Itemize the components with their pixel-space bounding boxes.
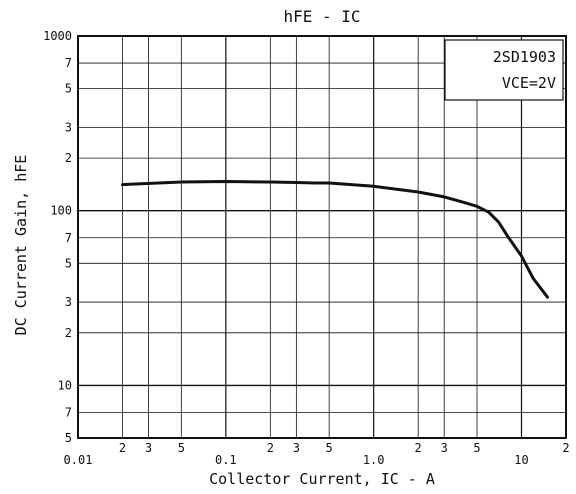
y-tick-label: 5 [65,256,72,270]
x-tick-label: 10 [514,453,528,467]
y-tick-label: 5 [65,82,72,96]
x-tick-label: 0.01 [64,453,93,467]
chart-title: hFE - IC [283,7,360,26]
x-tick-label: 5 [326,441,333,455]
y-tick-label: 7 [65,405,72,419]
y-tick-label: 10 [58,378,72,392]
x-tick-labels: 0.01 2 3 5 0.1 2 3 5 1.0 2 3 5 10 2 [64,441,570,467]
y-tick-label: 3 [65,120,72,134]
y-tick-label: 1000 [43,29,72,43]
grid [77,35,567,439]
x-tick-label: 3 [293,441,300,455]
plot-area [77,35,567,439]
x-tick-label: 2 [562,441,569,455]
x-tick-label: 1.0 [363,453,385,467]
y-tick-label: 5 [65,431,72,445]
x-tick-label: 2 [415,441,422,455]
x-axis-title: Collector Current, IC - A [209,470,435,488]
y-tick-label: 3 [65,295,72,309]
y-tick-label: 2 [65,151,72,165]
annotation-line-2: VCE=2V [502,74,556,92]
x-tick-label: 2 [119,441,126,455]
y-tick-label: 7 [65,231,72,245]
series-line [121,180,549,299]
x-tick-label: 3 [145,441,152,455]
y-axis-title: DC Current Gain, hFE [12,155,30,336]
annotation-line-1: 2SD1903 [493,48,556,66]
y-tick-label: 7 [65,56,72,70]
annotation-frame [444,39,564,101]
x-tick-label: 0.1 [215,453,237,467]
annotation-box: 2SD1903 VCE=2V [444,39,564,101]
y-tick-label: 2 [65,326,72,340]
series-layer [121,180,549,299]
x-tick-label: 5 [473,441,480,455]
y-tick-label: 100 [50,204,72,218]
x-tick-label: 3 [441,441,448,455]
y-tick-labels: 1000 7 5 3 2 100 7 5 3 2 10 7 5 [43,29,72,445]
x-tick-label: 5 [178,441,185,455]
x-tick-label: 2 [267,441,274,455]
